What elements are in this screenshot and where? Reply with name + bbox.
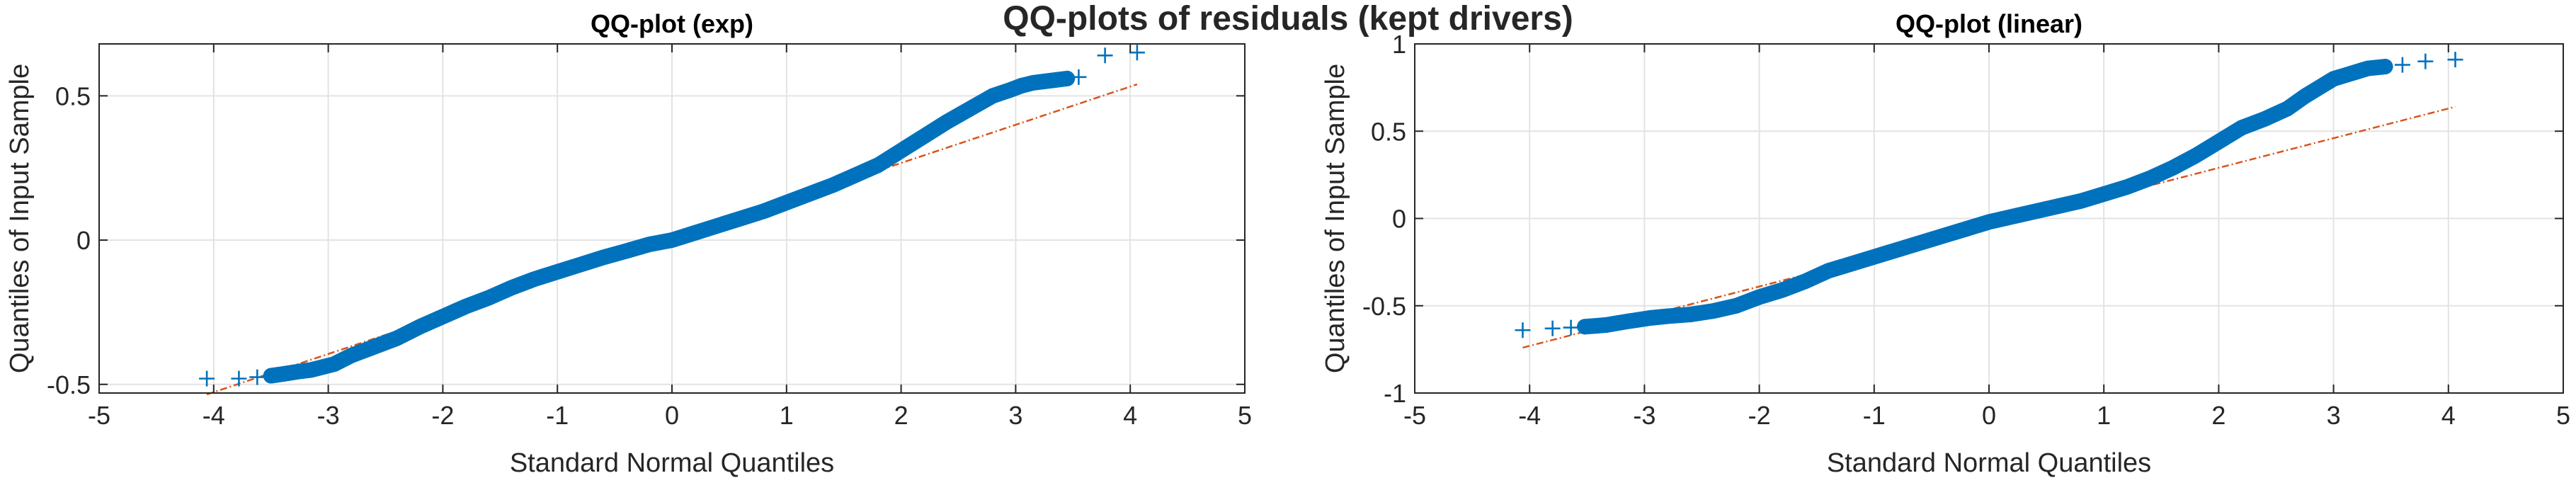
x-tick-label: -3 bbox=[1633, 401, 1655, 430]
x-tick-label: -1 bbox=[546, 401, 569, 430]
y-tick-label: -0.5 bbox=[1362, 292, 1406, 321]
data-point bbox=[231, 370, 247, 387]
y-tick-label: 0.5 bbox=[1371, 117, 1406, 146]
y-axis-label-linear: Quantiles of Input Sample bbox=[1321, 64, 1350, 373]
data-point bbox=[1097, 47, 1113, 64]
data-point bbox=[199, 370, 215, 387]
x-tick-label: 0 bbox=[1982, 401, 1996, 430]
data-point bbox=[1515, 322, 1531, 338]
qq-plot-exp: -5 -4 -3 -2 -1 0 1 2 3 4 5 -0.5 0 0.5 QQ-plot (exp) Sta… bbox=[5, 9, 1252, 478]
data-point bbox=[1129, 45, 1145, 61]
y-tick-label: 0 bbox=[76, 226, 91, 255]
x-tick-label: 4 bbox=[1123, 401, 1137, 430]
x-tick-label: -2 bbox=[431, 401, 454, 430]
data-point bbox=[249, 369, 266, 385]
x-tick-label: 0 bbox=[665, 401, 679, 430]
x-tick-label: 1 bbox=[780, 401, 794, 430]
x-tick-label: 3 bbox=[1008, 401, 1022, 430]
x-tick-label: 2 bbox=[2211, 401, 2225, 430]
x-axis-label-exp: Standard Normal Quantiles bbox=[510, 448, 834, 478]
x-tick-label: 3 bbox=[2327, 401, 2341, 430]
x-tick-label: -1 bbox=[1863, 401, 1886, 430]
y-axis-label-exp: Quantiles of Input Sample bbox=[5, 64, 35, 373]
qq-plot-linear: -5 -4 -3 -2 -1 0 1 2 3 4 5 -1 -0.5 0 0.5 1 QQ-plot (line… bbox=[1321, 9, 2570, 478]
reference-line bbox=[206, 83, 1138, 396]
x-tick-label: -2 bbox=[1748, 401, 1771, 430]
data-series-band bbox=[263, 70, 1076, 384]
x-tick-label: 4 bbox=[2441, 401, 2456, 430]
y-tick-label: 0.5 bbox=[55, 81, 91, 110]
axes-title-linear: QQ-plot (linear) bbox=[1896, 9, 2082, 38]
x-tick-label: 5 bbox=[1238, 401, 1252, 430]
x-tick-label: -5 bbox=[1403, 401, 1426, 430]
x-tick-label: 2 bbox=[894, 401, 908, 430]
x-tick-label: -3 bbox=[317, 401, 340, 430]
data-point bbox=[1544, 320, 1561, 336]
x-tick-label: -4 bbox=[203, 401, 225, 430]
data-point bbox=[2417, 53, 2434, 69]
data-point bbox=[2447, 52, 2463, 68]
y-tick-label: 0 bbox=[1392, 205, 1406, 234]
x-tick-label: -5 bbox=[88, 401, 110, 430]
y-tick-label: -1 bbox=[1384, 379, 1406, 408]
y-tick-label: 1 bbox=[1392, 30, 1406, 59]
x-tick-label: 1 bbox=[2097, 401, 2111, 430]
axes-title-exp: QQ-plot (exp) bbox=[591, 9, 753, 38]
x-tick-label: -4 bbox=[1518, 401, 1541, 430]
x-tick-label: 5 bbox=[2556, 401, 2570, 430]
data-point bbox=[1563, 319, 1579, 336]
x-axis-label-linear: Standard Normal Quantiles bbox=[1827, 448, 2151, 478]
data-series-band bbox=[1577, 59, 2393, 335]
figure-title: QQ-plots of residuals (kept drivers) bbox=[1003, 0, 1573, 38]
data-point bbox=[2394, 57, 2410, 73]
y-tick-label: -0.5 bbox=[47, 370, 91, 399]
